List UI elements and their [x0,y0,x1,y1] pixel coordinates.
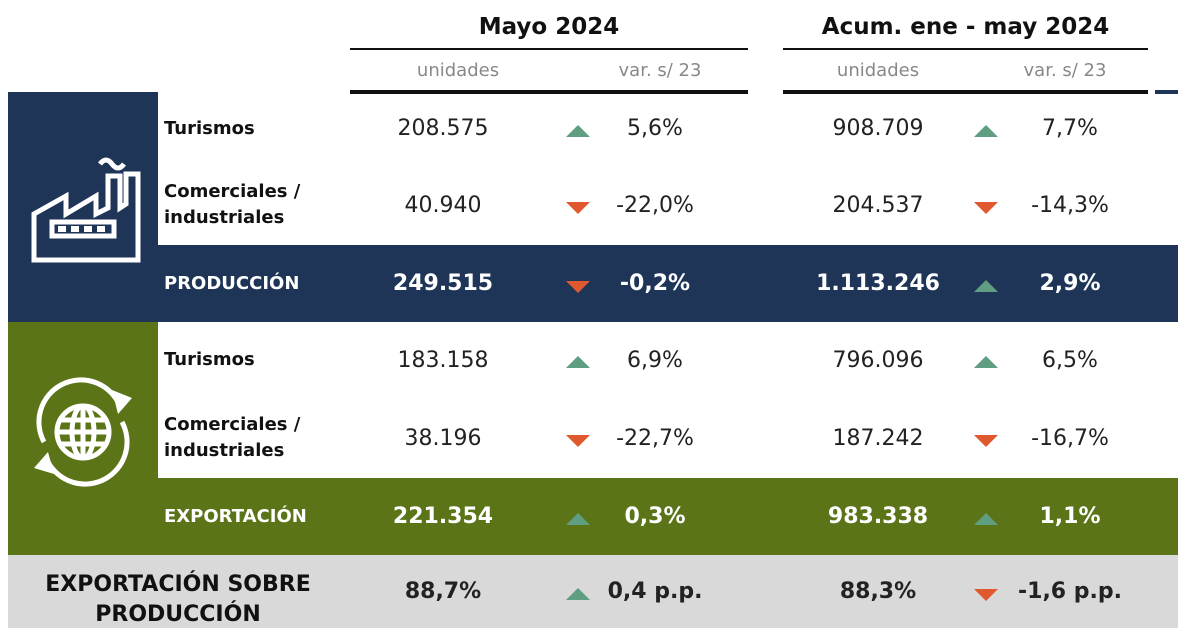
value: 40.940 [404,192,482,218]
arrow-shape [974,356,998,368]
value: 6,9% [627,347,683,373]
footer-label: EXPORTACIÓN SOBRE PRODUCCIÓN [45,572,311,627]
total-band [158,478,1178,555]
value: 187.242 [832,425,924,451]
factory-icon [31,157,141,263]
arrow-down [566,435,590,447]
arrow-up [974,512,998,525]
value: -22,7% [616,425,694,451]
value: 7,7% [1042,116,1098,141]
arrow-down [566,202,590,214]
arrow-down [566,280,590,293]
rule [783,90,1148,94]
total-band [158,245,1178,322]
arrow-shape [974,124,998,137]
arrow-shape [566,356,590,368]
arrow-shape [974,512,998,525]
row-label: Turismos [164,117,255,139]
value: 2,9% [1039,271,1101,296]
sub-header: var. s/ 23 [1023,60,1107,81]
value: 6,5% [1042,347,1098,373]
total-label: PRODUCCIÓN [164,272,300,294]
group-header: Acum. ene - may 2024 [821,14,1110,40]
rule [350,48,748,50]
arrow-shape [566,124,590,137]
value: 38.196 [404,425,482,451]
total-label: EXPORTACIÓN [164,505,307,527]
arrow-shape [566,435,590,447]
row-label: Comerciales / industriales [164,181,301,228]
value: -16,7% [1031,425,1109,451]
arrow-up [974,356,998,368]
arrow-up [566,512,590,525]
sub-header: unidades [836,60,920,81]
arrow-up [566,124,590,137]
value: 1,1% [1039,504,1101,529]
value: 249.515 [392,271,494,296]
value: 5,6% [627,116,683,141]
section-block [8,322,158,555]
row-label: Comerciales / industriales [164,414,301,461]
value: 796.096 [832,347,924,373]
value: 0,4 p.p. [607,579,703,604]
arrow-up [974,124,998,137]
sub-header: unidades [416,60,500,81]
arrow-up [974,279,998,292]
arrow-shape [566,280,590,293]
arrow-shape [566,202,590,214]
value: 983.338 [827,504,929,529]
value: 908.709 [832,116,924,141]
rule [783,48,1148,50]
rule [1155,90,1178,94]
value: 183.158 [397,347,489,373]
value: -22,0% [616,192,694,218]
arrow-up [566,356,590,368]
arrow-shape [566,587,590,600]
value: 0,3% [624,504,686,529]
value: 88,3% [839,579,917,604]
value: 208.575 [397,116,489,141]
rule [350,90,748,94]
sub-header: var. s/ 23 [618,60,702,81]
value: 1.113.246 [816,271,940,296]
arrow-down [974,435,998,447]
arrow-shape [974,279,998,292]
globe-icon [34,377,132,487]
value: 88,7% [404,579,482,604]
arrow-shape [974,435,998,447]
arrow-down [974,588,998,601]
group-header: Mayo 2024 [478,14,620,40]
value: 221.354 [392,504,494,529]
value: -1,6 p.p. [1018,579,1122,604]
arrow-shape [566,512,590,525]
arrow-up [566,587,590,600]
section-block [8,92,158,322]
arrow-shape [974,588,998,601]
value: -0,2% [619,271,691,296]
arrow-shape [974,202,998,214]
row-label: Turismos [164,349,255,370]
value: -14,3% [1031,192,1109,218]
value: 204.537 [832,192,924,218]
arrow-down [974,202,998,214]
